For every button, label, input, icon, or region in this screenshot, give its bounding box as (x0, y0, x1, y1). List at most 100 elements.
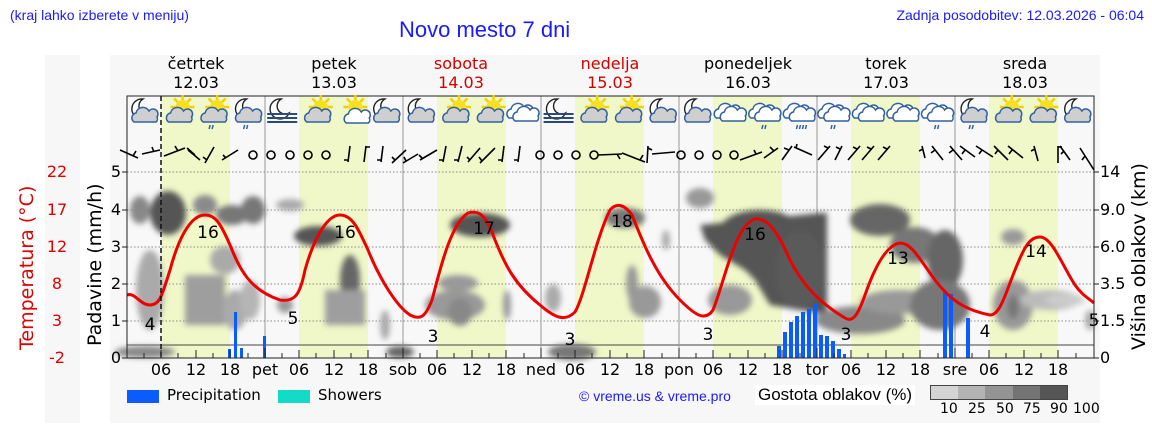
cloud-scale-step (931, 386, 959, 399)
day-abbr-tick: ned (525, 360, 557, 379)
sun-cloud-icon (1029, 95, 1059, 123)
page-title: Novo mesto 7 dni (399, 17, 571, 42)
x-ticks (143, 348, 1077, 358)
cloud-height-tick: 1.5 (1100, 311, 1126, 330)
cloud-scale-label: 25 (968, 401, 986, 417)
hour-tick: 12 (1013, 360, 1035, 379)
cloud-scale-label: 10 (940, 401, 958, 417)
precip-tick: 0 (110, 348, 121, 367)
temperature-axis-title: Temperatura (°C) (16, 185, 38, 350)
temp-max-label: 14 (1025, 242, 1047, 262)
sun-small-cloud-icon (343, 95, 372, 124)
hour-tick: 06 (702, 360, 724, 379)
cloudy-rain-icon (817, 102, 851, 130)
precipitation-swatch (127, 390, 159, 403)
sun-cloud-icon (303, 95, 333, 123)
temp-min-label: 4 (980, 322, 991, 342)
cloud-density-title: Gostota oblakov (%) (755, 385, 916, 405)
showers-swatch (278, 390, 310, 403)
sun-cloud-icon (476, 95, 506, 123)
moon-cloud-icon (1064, 98, 1092, 123)
temp-tick: 3 (51, 311, 63, 330)
day-name: sobota (433, 54, 489, 73)
temp-min-label: 4 (145, 315, 156, 335)
day-label-wednesday: sreda 18.03 (956, 54, 1094, 92)
last-update-text: Zadnja posodobitev: 12.03.2026 - 06:04 (896, 7, 1144, 23)
precip-tick: 2 (110, 274, 121, 293)
day-name: nedelja (580, 54, 640, 73)
cloudy-icon (886, 102, 920, 122)
temp-max-label: 16 (197, 223, 219, 243)
cloud-scale-step (1012, 386, 1040, 399)
hour-tick: 06 (288, 360, 310, 379)
day-name: torek (865, 54, 907, 73)
cloudy-icon (713, 102, 748, 122)
day-label-thursday: četrtek 12.03 (127, 54, 265, 92)
showers-legend-label: Showers (318, 386, 382, 404)
temp-tick: -2 (49, 348, 65, 367)
moon-cloud-icon (683, 98, 712, 123)
day-date: 12.03 (173, 73, 219, 92)
cloud-scale-label: 75 (1023, 401, 1041, 417)
hour-tick: 12 (323, 360, 345, 379)
precipitation-legend-label: Precipitation (167, 386, 261, 404)
moon-cloud-icon (407, 98, 436, 123)
day-abbr-tick: pon (663, 360, 695, 379)
temp-max-label: 17 (473, 219, 495, 239)
cloud-density-field (115, 188, 1095, 360)
day-name: četrtek (167, 54, 225, 73)
temp-min-label: 3 (428, 327, 439, 347)
day-abbr-tick: sre (942, 360, 968, 379)
precip-tick: 3 (110, 237, 121, 256)
hour-tick: 18 (357, 360, 379, 379)
cloud-scale-label: 50 (996, 401, 1014, 417)
day-date: 18.03 (1002, 73, 1048, 92)
hour-tick: 12 (185, 360, 207, 379)
hour-tick: 06 (564, 360, 586, 379)
cloudy-icon (851, 102, 886, 122)
day-date: 13.03 (311, 73, 357, 92)
moon-fog-icon (543, 98, 574, 123)
sun-cloud-icon (614, 95, 644, 123)
hour-tick: 12 (737, 360, 759, 379)
temp-max-label: 16 (334, 223, 356, 243)
cloudy-icon (506, 102, 540, 122)
credit-link[interactable]: © vreme.us & vreme.pro (579, 388, 731, 404)
temp-tick: 17 (46, 200, 68, 219)
temp-tick: 12 (46, 237, 68, 256)
sun-cloud-icon (994, 95, 1024, 123)
precip-tick: 4 (110, 200, 121, 219)
wind-barbs-row (119, 143, 1095, 171)
cloud-scale-label: 90 (1050, 401, 1068, 417)
day-abbr-tick: pet (251, 360, 279, 379)
hour-tick: 06 (840, 360, 862, 379)
cloud-scale-step (1039, 386, 1068, 399)
day-date: 16.03 (725, 73, 771, 92)
temp-min-label: 3 (703, 325, 714, 345)
day-date: 15.03 (587, 73, 633, 92)
hour-tick: 06 (150, 360, 172, 379)
moon-cloud-rain-icon (960, 98, 988, 130)
moon-cloud-icon (131, 98, 159, 123)
temp-min-label: 3 (565, 330, 576, 350)
hour-tick: 12 (875, 360, 897, 379)
cloud-height-tick: 3.5 (1100, 274, 1126, 293)
day-abbr-tick: tor (805, 360, 829, 379)
hour-tick: 12 (599, 360, 621, 379)
temperature-axis-panel (45, 55, 80, 423)
cloud-height-tick: 14 (1100, 162, 1121, 181)
precipitation-bars (228, 291, 970, 358)
region-hint-link[interactable]: (kraj lahko izberete v meniju) (10, 7, 189, 23)
moon-cloud-icon (649, 98, 677, 123)
temp-max-label: 16 (744, 225, 766, 245)
moon-fog-icon (267, 98, 298, 123)
day-date: 14.03 (438, 73, 484, 92)
temperature-line (126, 203, 1095, 321)
daytime-bands (161, 96, 1058, 358)
day-label-friday: petek 13.03 (265, 54, 403, 92)
sun-cloud-rain-icon (200, 95, 230, 130)
moon-cloud-rain-icon (234, 98, 263, 130)
temp-tick: 22 (46, 162, 68, 181)
day-label-tuesday: torek 17.03 (817, 54, 955, 92)
